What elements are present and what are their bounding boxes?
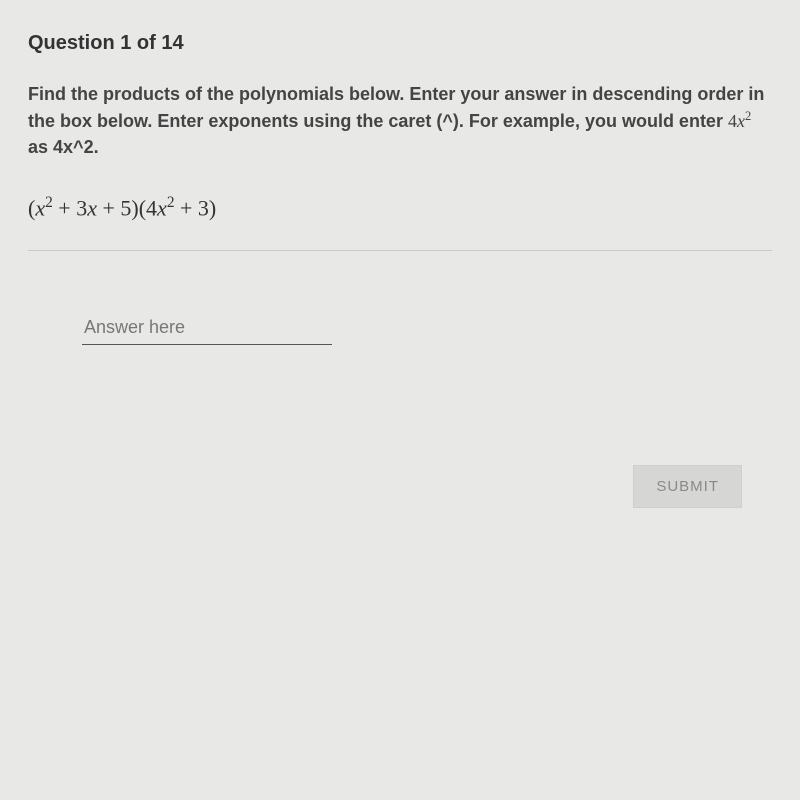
submit-row: SUBMIT bbox=[28, 465, 772, 508]
answer-area bbox=[28, 311, 772, 345]
instructions-example-rendered: 4x2 bbox=[728, 111, 751, 131]
instructions-text-post: . bbox=[94, 137, 99, 157]
section-divider bbox=[28, 250, 772, 251]
polynomial-expression: (x2 + 3x + 5)(4x2 + 3) bbox=[28, 194, 772, 221]
instructions-text-mid: as bbox=[28, 137, 53, 157]
instructions-text-pre: Find the products of the polynomials bel… bbox=[28, 84, 764, 131]
instructions-example-typed: 4x^2 bbox=[53, 137, 94, 157]
submit-button[interactable]: SUBMIT bbox=[633, 465, 742, 508]
answer-input[interactable] bbox=[82, 311, 332, 345]
question-instructions: Find the products of the polynomials bel… bbox=[28, 81, 772, 160]
question-number: Question 1 of 14 bbox=[28, 32, 772, 55]
